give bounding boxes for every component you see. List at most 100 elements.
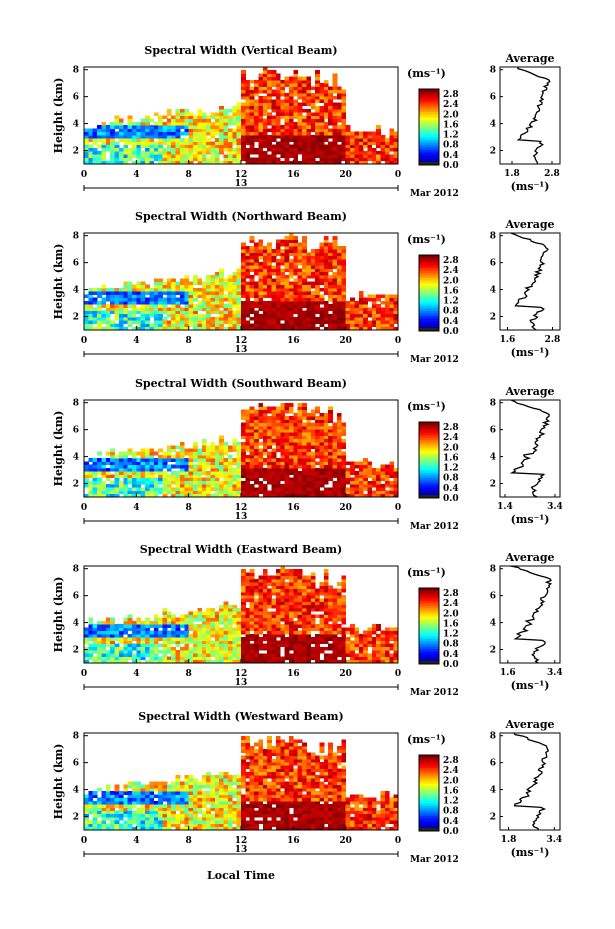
heatmap-cell <box>271 281 277 286</box>
heatmap-cell <box>153 313 159 318</box>
heatmap-cell <box>245 275 251 279</box>
heatmap-cell <box>245 650 251 654</box>
heatmap-cell <box>188 617 194 622</box>
heatmap-cell <box>332 320 338 324</box>
heatmap-cell <box>288 477 294 482</box>
heatmap-cell <box>371 157 377 162</box>
heatmap-cell <box>258 307 264 311</box>
heatmap-cell <box>302 92 307 97</box>
heatmap-cell <box>306 477 312 482</box>
heatmap-cell <box>323 656 329 661</box>
heatmap-cell <box>297 118 303 123</box>
heatmap-cell <box>323 598 329 602</box>
colorbar-segment <box>419 116 439 120</box>
heatmap-cell <box>127 617 133 622</box>
heatmap-cell <box>323 624 329 628</box>
x-tick-label: 8 <box>186 336 192 346</box>
heatmap-cell <box>262 138 268 142</box>
heatmap-cell <box>315 134 320 139</box>
heatmap-cell <box>206 484 211 488</box>
heatmap-cell <box>254 624 259 628</box>
heatmap-cell <box>315 653 320 657</box>
heatmap-cell <box>288 262 294 266</box>
y-tick-label: 2 <box>73 480 79 490</box>
heatmap-cell <box>354 474 360 478</box>
heatmap-cell <box>302 287 307 292</box>
heatmap-cell <box>214 487 220 491</box>
heatmap-cell <box>153 141 159 145</box>
heatmap-cell <box>254 461 259 466</box>
heatmap-cell <box>267 653 272 657</box>
heatmap-cell <box>310 284 316 289</box>
heatmap-cell <box>193 614 198 619</box>
heatmap-cell <box>271 89 277 94</box>
heatmap-cell <box>162 281 168 286</box>
heatmap-cell <box>310 105 316 110</box>
heatmap-cell <box>267 419 272 424</box>
heatmap-cell <box>323 291 329 295</box>
heatmap-cell <box>166 109 172 113</box>
heatmap-cell <box>376 490 381 495</box>
heatmap-cell <box>306 591 312 596</box>
heatmap-cell <box>306 294 312 299</box>
heatmap-cell <box>306 582 312 586</box>
heatmap-cell <box>306 262 312 266</box>
heatmap-cell <box>341 464 347 469</box>
heatmap-cell <box>175 109 181 113</box>
heatmap-cell <box>166 474 172 478</box>
heatmap-cell <box>131 659 137 664</box>
heatmap-cell <box>288 598 294 602</box>
heatmap-cell <box>275 131 281 136</box>
heatmap-cell <box>271 588 277 593</box>
heatmap-cell <box>332 294 338 299</box>
heatmap-cell <box>127 458 133 462</box>
heatmap-cell <box>206 608 211 612</box>
heatmap-cell <box>323 86 329 91</box>
heatmap-cell <box>171 310 176 315</box>
heatmap-cell <box>175 490 181 495</box>
heatmap-cell <box>284 147 290 152</box>
heatmap-cell <box>171 493 176 498</box>
heatmap-cell <box>92 141 98 145</box>
heatmap-cell <box>92 160 98 165</box>
heatmap-cell <box>323 588 329 593</box>
heatmap-cell <box>153 630 159 635</box>
heatmap-cell <box>302 76 307 81</box>
heatmap-cell <box>306 99 312 103</box>
heatmap-cell <box>140 294 146 299</box>
heatmap-cell <box>358 300 364 305</box>
heatmap-cell <box>323 255 329 260</box>
heatmap-cell <box>271 442 277 446</box>
heatmap-cell <box>310 125 316 129</box>
heatmap-cell <box>131 464 137 469</box>
heatmap-cell <box>184 144 190 149</box>
heatmap-cell <box>118 474 124 478</box>
heatmap-cell <box>258 611 264 615</box>
heatmap-cell <box>162 310 168 315</box>
heatmap-cell <box>158 650 163 654</box>
heatmap-cell <box>171 300 176 305</box>
heatmap-cell <box>297 109 303 113</box>
heatmap-cell <box>232 637 238 641</box>
heatmap-cell <box>232 474 238 478</box>
heatmap-cell <box>376 323 381 328</box>
heatmap-cell <box>258 255 264 260</box>
heatmap-cell <box>245 79 251 84</box>
heatmap-cell <box>363 323 368 328</box>
heatmap-cell <box>302 435 307 440</box>
heatmap-cell <box>293 262 299 266</box>
heatmap-cell <box>315 144 320 149</box>
heatmap-cell <box>241 637 246 641</box>
heatmap-cell <box>175 477 181 482</box>
heatmap-cell <box>284 406 290 411</box>
heatmap-cell <box>310 461 316 466</box>
heatmap-cell <box>153 458 159 462</box>
heatmap-cell <box>140 323 146 328</box>
heatmap-cell <box>293 121 299 126</box>
heatmap-cells <box>84 67 399 165</box>
heatmap-cell <box>332 118 338 123</box>
heatmap-cell <box>262 262 268 266</box>
heatmap-cell <box>197 294 203 299</box>
heatmap-cell <box>245 620 251 625</box>
heatmap-cell <box>262 144 268 149</box>
